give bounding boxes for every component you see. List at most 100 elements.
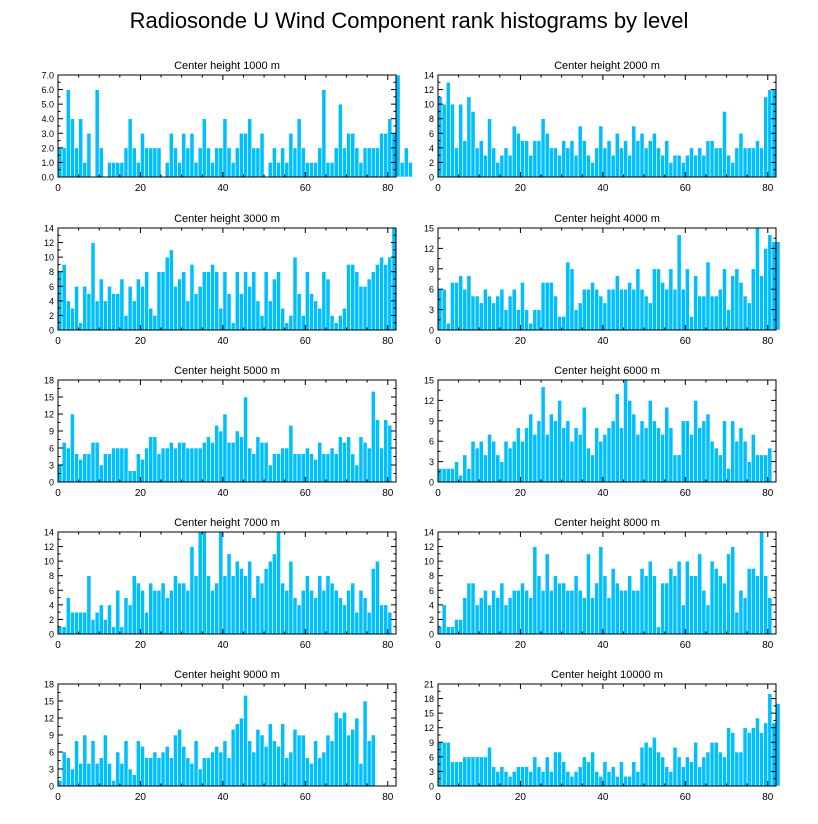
y-tick-label: 4 (429, 143, 434, 153)
histogram-bar (503, 440, 509, 483)
histogram-bar (528, 597, 534, 635)
histogram-bar (321, 453, 327, 483)
histogram-bar (164, 447, 170, 483)
histogram-bar (627, 575, 633, 635)
x-tick-label: 0 (435, 640, 441, 651)
histogram-bar (759, 732, 764, 787)
histogram-bar (325, 162, 331, 178)
histogram-bar (337, 436, 343, 483)
histogram-bar (755, 454, 760, 483)
x-tick-label: 0 (55, 336, 61, 347)
y-tick-label: 6 (49, 444, 54, 454)
y-tick-label: 8 (49, 571, 54, 581)
histogram-bar (329, 740, 335, 787)
x-tick-label: 20 (515, 183, 527, 194)
x-tick-label: 60 (680, 336, 692, 347)
histogram-bar (259, 132, 265, 178)
histogram-bar (668, 268, 674, 331)
x-tick-label: 20 (135, 183, 147, 194)
panel-title: Center height 7000 m (174, 517, 280, 529)
x-tick-label: 20 (515, 792, 527, 803)
y-tick-label: 8 (429, 571, 434, 581)
histogram-bar (577, 766, 583, 787)
histogram-panel: Center height 8000 m 0 20 40 60 80 0 2 4 6 8 10 12 14 (424, 517, 777, 651)
histogram-bar (70, 307, 75, 331)
histogram-panel: Center height 1000 m 0 20 40 60 80 0.0 1.0 2.0 3.… (41, 60, 413, 194)
histogram-bar (590, 162, 595, 178)
histogram-bar (313, 162, 318, 178)
histogram-bar (483, 154, 488, 178)
histogram-bar (445, 81, 451, 178)
x-tick-label: 40 (597, 640, 609, 651)
histogram-bar (623, 775, 628, 787)
histogram-bar (305, 162, 310, 178)
histogram-bar (755, 227, 760, 331)
histogram-bar (136, 740, 141, 787)
x-tick-label: 40 (217, 183, 229, 194)
histogram-bar (730, 420, 736, 483)
histogram-bar (296, 453, 302, 483)
histogram-bar (267, 162, 273, 178)
histogram-bar (222, 413, 228, 483)
histogram-bar (313, 740, 318, 787)
histogram-bar (717, 575, 723, 635)
histogram-bar (346, 436, 351, 483)
histogram-bar (656, 147, 661, 178)
histogram-bar (738, 132, 744, 178)
histogram-bar (136, 278, 141, 331)
histogram-bar (131, 147, 137, 178)
histogram-bar (746, 302, 752, 331)
histogram-bar (676, 154, 682, 178)
histogram-panel: Center height 5000 m 0 20 40 60 80 0 3 6 9 12 15 18 (44, 365, 397, 499)
histogram-bar (610, 288, 616, 331)
histogram-bar (680, 288, 686, 331)
x-tick-label: 20 (135, 488, 147, 499)
histogram-bar (466, 96, 472, 178)
y-tick-label: 8 (49, 267, 54, 277)
histogram-bar (631, 125, 637, 178)
y-tick-label: 4 (429, 600, 434, 610)
histogram-bar (337, 597, 343, 635)
x-tick-label: 60 (300, 792, 312, 803)
histogram-bar (185, 447, 191, 483)
histogram-bar (354, 147, 360, 178)
x-tick-label: 80 (762, 183, 774, 194)
y-tick-label: 5.0 (41, 100, 54, 110)
histogram-bar (540, 282, 546, 331)
histogram-bar (222, 271, 228, 331)
y-tick-label: 10 (424, 557, 434, 567)
histogram-bar (771, 241, 777, 331)
histogram-bar (321, 751, 327, 787)
x-tick-label: 0 (55, 488, 61, 499)
histogram-bar (742, 147, 748, 178)
histogram-bar (763, 454, 769, 483)
histogram-bar (610, 568, 616, 635)
histogram-bar (598, 125, 604, 178)
histogram-bar (581, 406, 587, 483)
histogram-bar (445, 626, 451, 635)
histogram-bar (544, 553, 550, 635)
histogram-bar (771, 722, 777, 787)
x-tick-label: 40 (217, 488, 229, 499)
histogram-bar (255, 436, 261, 483)
histogram-bar (239, 132, 244, 178)
y-tick-label: 6 (429, 437, 434, 447)
histogram-bar (164, 162, 170, 178)
histogram-panel: Center height 7000 m 0 20 40 60 80 0 2 4 6 8 10 12 14 (44, 517, 397, 651)
histogram-bar (573, 575, 579, 635)
histogram-bar (569, 775, 575, 787)
histogram-bar (296, 293, 302, 331)
histogram-bar (267, 300, 273, 331)
histogram-bar (333, 322, 339, 331)
histogram-bar (656, 751, 661, 787)
histogram-bar (111, 162, 117, 178)
histogram-bar (734, 440, 740, 483)
histogram-bar (387, 256, 393, 331)
histogram-bar (379, 132, 384, 178)
histogram-bar (131, 774, 137, 787)
y-tick-label: 0 (429, 782, 434, 792)
histogram-bar (346, 132, 351, 178)
histogram-bar (131, 470, 137, 483)
histogram-bar (181, 271, 187, 331)
histogram-bar (557, 154, 562, 178)
